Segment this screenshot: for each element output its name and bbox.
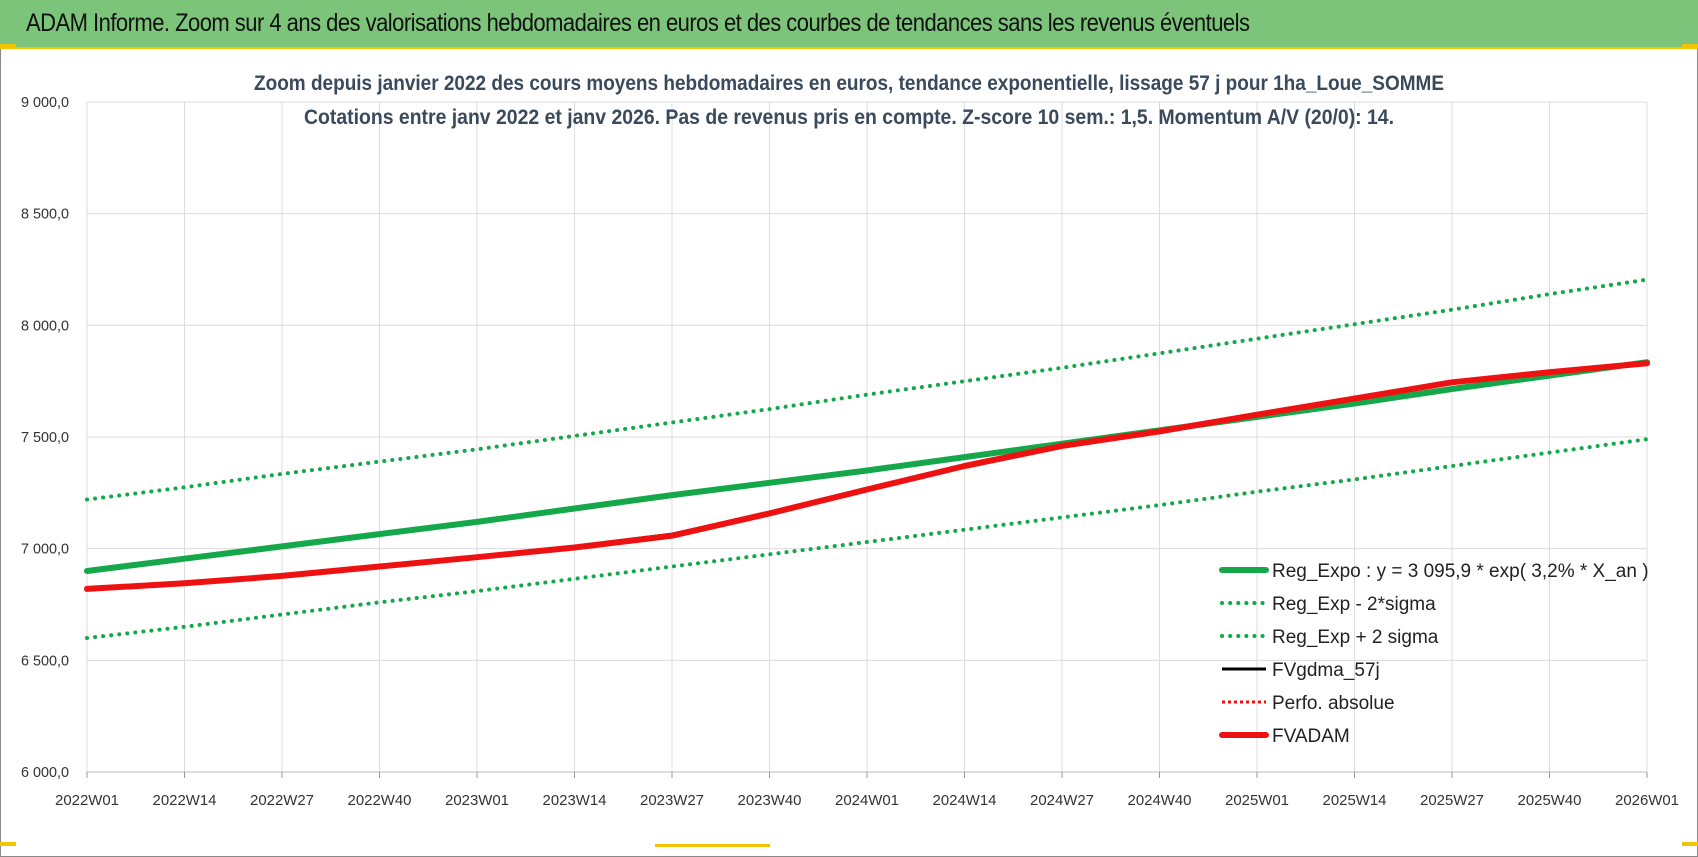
x-tick-label: 2025W40 [1518, 792, 1582, 809]
x-tick-label: 2022W01 [55, 792, 119, 809]
x-tick-label: 2022W40 [348, 792, 412, 809]
corner-mark-bottom-right [1682, 842, 1698, 846]
y-tick-label: 8 000,0 [21, 317, 69, 334]
title-banner: ADAM Informe. Zoom sur 4 ans des valoris… [0, 0, 1698, 49]
corner-mark-bottom-left [0, 842, 16, 846]
legend-label: FVADAM [1272, 726, 1350, 747]
x-tick-label: 2024W27 [1030, 792, 1094, 809]
y-axis-ticks: 6 000,0 6 500,0 7 000,0 7 500,0 8 000,0 8 500… [21, 94, 69, 781]
x-tick-label: 2024W01 [835, 792, 899, 809]
corner-mark-right [1682, 44, 1698, 48]
grid [86, 101, 1648, 773]
legend-label: Perfo. absolue [1272, 693, 1395, 714]
legend-label: FVgdma_57j [1272, 660, 1380, 681]
series-line-reg-exp-2-sigma [85, 277, 1649, 502]
x-tick-label: 2023W01 [445, 792, 509, 809]
y-tick-label: 6 500,0 [21, 652, 69, 669]
legend-label: Reg_Expo : y = 3 095,9 * exp( 3,2% * X_a… [1272, 561, 1649, 582]
legend: Reg_Expo : y = 3 095,9 * exp( 3,2% * X_a… [1219, 561, 1649, 747]
x-tick-label: 2022W27 [250, 792, 314, 809]
x-tick-label: 2025W14 [1323, 792, 1387, 809]
x-tick-label: 2024W14 [933, 792, 997, 809]
corner-mark-left [0, 44, 16, 48]
legend-label: Reg_Exp - 2*sigma [1272, 594, 1436, 615]
bottom-mark-center [655, 844, 770, 847]
x-tick-label: 2023W40 [738, 792, 802, 809]
chart-subtitle: Cotations entre janv 2022 et janv 2026. … [304, 106, 1394, 129]
y-tick-label: 7 000,0 [21, 541, 69, 558]
series-line-reg-exp-2-sigma [85, 437, 1649, 640]
x-tick-label: 2025W01 [1225, 792, 1289, 809]
x-tick-label: 2023W27 [640, 792, 704, 809]
chart-title: Zoom depuis janvier 2022 des cours moyen… [254, 72, 1444, 95]
y-tick-label: 6 000,0 [21, 764, 69, 781]
x-axis-ticks: 2022W01 2022W14 2022W27 2022W40 2023W01 2023W… [55, 772, 1679, 809]
series-line-reg-expo-y-3-095-9-exp-3-2-x-an [84, 359, 1650, 574]
y-tick-label: 7 500,0 [21, 429, 69, 446]
x-tick-label: 2026W01 [1615, 792, 1679, 809]
page-title: ADAM Informe. Zoom sur 4 ans des valoris… [26, 9, 1250, 37]
y-tick-label: 8 500,0 [21, 206, 69, 223]
x-tick-label: 2024W40 [1128, 792, 1192, 809]
x-tick-label: 2025W27 [1420, 792, 1484, 809]
x-tick-label: 2022W14 [153, 792, 217, 809]
y-tick-label: 9 000,0 [21, 94, 69, 111]
legend-label: Reg_Exp + 2 sigma [1272, 627, 1439, 648]
series-line-fvadam [84, 360, 1650, 592]
series-lines [84, 277, 1650, 640]
x-tick-label: 2023W14 [543, 792, 607, 809]
